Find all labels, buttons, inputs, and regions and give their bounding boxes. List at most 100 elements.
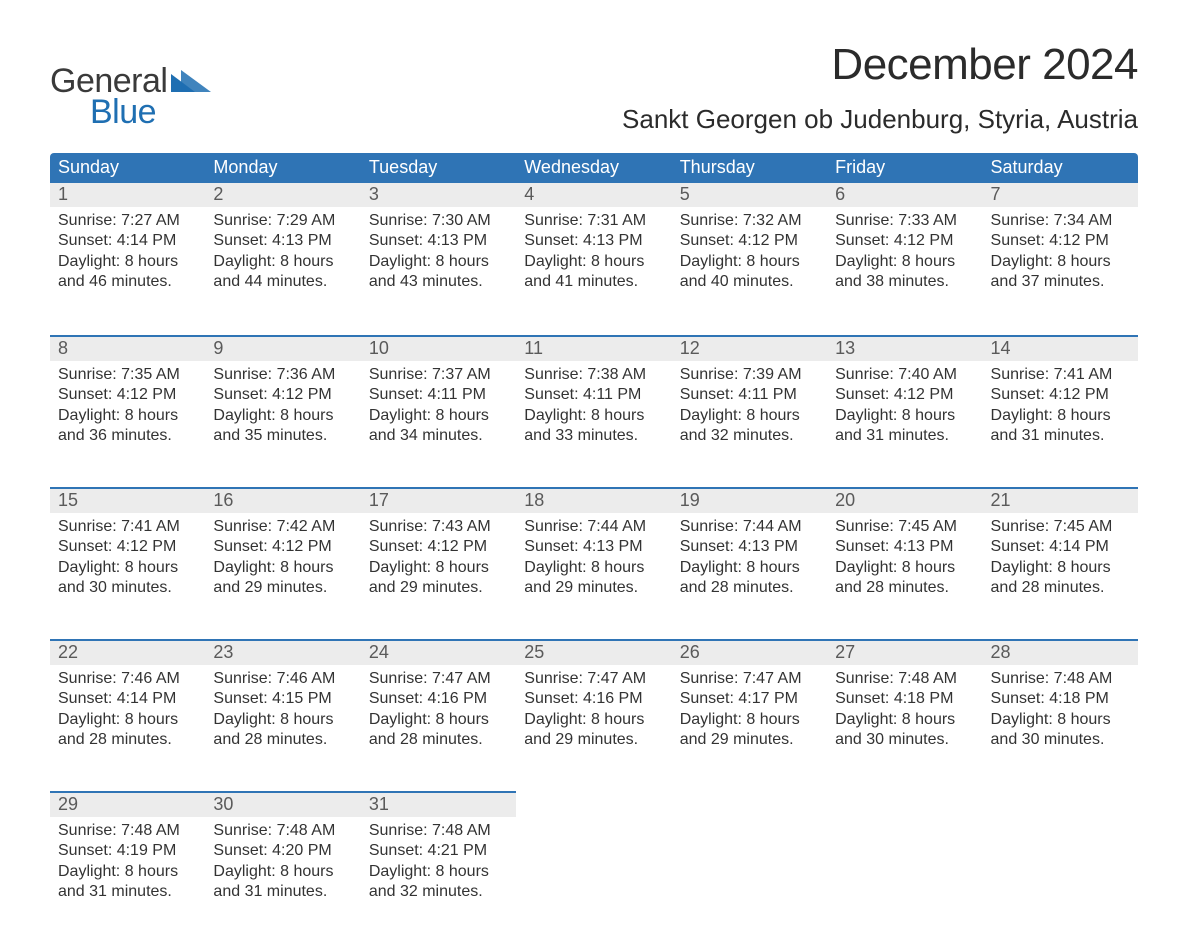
day-number: 9 — [205, 335, 360, 361]
day-number: 19 — [672, 487, 827, 513]
sunset-line: Sunset: 4:13 PM — [680, 537, 819, 557]
sunrise-line: Sunrise: 7:47 AM — [369, 669, 508, 689]
daylight-line-1: Daylight: 8 hours — [369, 558, 508, 578]
daylight-line-1: Daylight: 8 hours — [835, 710, 974, 730]
sunrise-line: Sunrise: 7:46 AM — [58, 669, 197, 689]
day-number: 1 — [50, 183, 205, 207]
daylight-line-1: Daylight: 8 hours — [369, 252, 508, 272]
sunrise-line: Sunrise: 7:48 AM — [213, 821, 352, 841]
sunset-line: Sunset: 4:12 PM — [680, 231, 819, 251]
sunset-line: Sunset: 4:17 PM — [680, 689, 819, 709]
sunrise-line: Sunrise: 7:30 AM — [369, 211, 508, 231]
calendar-day-cell: 28Sunrise: 7:48 AMSunset: 4:18 PMDayligh… — [983, 639, 1138, 791]
daylight-line-2: and 31 minutes. — [58, 882, 197, 902]
sunrise-line: Sunrise: 7:47 AM — [680, 669, 819, 689]
daylight-line-1: Daylight: 8 hours — [991, 710, 1130, 730]
day-details: Sunrise: 7:43 AMSunset: 4:12 PMDaylight:… — [361, 513, 516, 599]
daylight-line-2: and 31 minutes. — [835, 426, 974, 446]
calendar-day-cell — [672, 791, 827, 943]
sunrise-line: Sunrise: 7:41 AM — [58, 517, 197, 537]
day-details: Sunrise: 7:27 AMSunset: 4:14 PMDaylight:… — [50, 207, 205, 293]
day-details: Sunrise: 7:47 AMSunset: 4:16 PMDaylight:… — [516, 665, 671, 751]
day-details: Sunrise: 7:35 AMSunset: 4:12 PMDaylight:… — [50, 361, 205, 447]
brand-triangle-icon — [171, 70, 211, 97]
calendar-day-cell: 14Sunrise: 7:41 AMSunset: 4:12 PMDayligh… — [983, 335, 1138, 487]
daylight-line-1: Daylight: 8 hours — [835, 252, 974, 272]
day-number: 31 — [361, 791, 516, 817]
day-number: 17 — [361, 487, 516, 513]
calendar-day-cell: 31Sunrise: 7:48 AMSunset: 4:21 PMDayligh… — [361, 791, 516, 943]
weekday-header: Tuesday — [361, 153, 516, 183]
day-number: 11 — [516, 335, 671, 361]
sunset-line: Sunset: 4:12 PM — [58, 537, 197, 557]
daylight-line-1: Daylight: 8 hours — [58, 406, 197, 426]
calendar-day-cell: 19Sunrise: 7:44 AMSunset: 4:13 PMDayligh… — [672, 487, 827, 639]
day-number: 21 — [983, 487, 1138, 513]
daylight-line-2: and 29 minutes. — [524, 578, 663, 598]
daylight-line-1: Daylight: 8 hours — [835, 406, 974, 426]
daylight-line-2: and 43 minutes. — [369, 272, 508, 292]
sunset-line: Sunset: 4:14 PM — [991, 537, 1130, 557]
calendar-day-cell: 11Sunrise: 7:38 AMSunset: 4:11 PMDayligh… — [516, 335, 671, 487]
weekday-header: Sunday — [50, 153, 205, 183]
day-details: Sunrise: 7:47 AMSunset: 4:16 PMDaylight:… — [361, 665, 516, 751]
daylight-line-1: Daylight: 8 hours — [58, 558, 197, 578]
daylight-line-1: Daylight: 8 hours — [213, 862, 352, 882]
day-number: 30 — [205, 791, 360, 817]
day-details: Sunrise: 7:37 AMSunset: 4:11 PMDaylight:… — [361, 361, 516, 447]
day-details: Sunrise: 7:45 AMSunset: 4:13 PMDaylight:… — [827, 513, 982, 599]
sunrise-line: Sunrise: 7:36 AM — [213, 365, 352, 385]
day-details: Sunrise: 7:41 AMSunset: 4:12 PMDaylight:… — [50, 513, 205, 599]
calendar-week-row: 8Sunrise: 7:35 AMSunset: 4:12 PMDaylight… — [50, 335, 1138, 487]
sunrise-line: Sunrise: 7:27 AM — [58, 211, 197, 231]
daylight-line-2: and 46 minutes. — [58, 272, 197, 292]
daylight-line-1: Daylight: 8 hours — [524, 558, 663, 578]
day-number: 16 — [205, 487, 360, 513]
sunrise-line: Sunrise: 7:42 AM — [213, 517, 352, 537]
sunset-line: Sunset: 4:12 PM — [991, 231, 1130, 251]
calendar-day-cell: 25Sunrise: 7:47 AMSunset: 4:16 PMDayligh… — [516, 639, 671, 791]
day-number: 20 — [827, 487, 982, 513]
sunrise-line: Sunrise: 7:48 AM — [369, 821, 508, 841]
day-number: 12 — [672, 335, 827, 361]
day-details: Sunrise: 7:46 AMSunset: 4:15 PMDaylight:… — [205, 665, 360, 751]
sunset-line: Sunset: 4:11 PM — [680, 385, 819, 405]
daylight-line-1: Daylight: 8 hours — [524, 406, 663, 426]
day-details: Sunrise: 7:45 AMSunset: 4:14 PMDaylight:… — [983, 513, 1138, 599]
brand-part2: Blue — [90, 93, 156, 132]
day-number: 5 — [672, 183, 827, 207]
calendar-day-cell — [983, 791, 1138, 943]
calendar-day-cell: 4Sunrise: 7:31 AMSunset: 4:13 PMDaylight… — [516, 183, 671, 335]
daylight-line-2: and 29 minutes. — [680, 730, 819, 750]
daylight-line-2: and 34 minutes. — [369, 426, 508, 446]
calendar-day-cell: 17Sunrise: 7:43 AMSunset: 4:12 PMDayligh… — [361, 487, 516, 639]
weekday-header: Thursday — [672, 153, 827, 183]
calendar-week-row: 1Sunrise: 7:27 AMSunset: 4:14 PMDaylight… — [50, 183, 1138, 335]
sunset-line: Sunset: 4:12 PM — [213, 385, 352, 405]
sunset-line: Sunset: 4:13 PM — [213, 231, 352, 251]
location-subtitle: Sankt Georgen ob Judenburg, Styria, Aust… — [622, 104, 1138, 135]
sunrise-line: Sunrise: 7:44 AM — [524, 517, 663, 537]
weekday-header: Saturday — [983, 153, 1138, 183]
calendar-table: Sunday Monday Tuesday Wednesday Thursday… — [50, 153, 1138, 943]
sunrise-line: Sunrise: 7:40 AM — [835, 365, 974, 385]
daylight-line-2: and 35 minutes. — [213, 426, 352, 446]
sunrise-line: Sunrise: 7:48 AM — [835, 669, 974, 689]
month-title: December 2024 — [622, 40, 1138, 90]
daylight-line-1: Daylight: 8 hours — [680, 710, 819, 730]
sunset-line: Sunset: 4:21 PM — [369, 841, 508, 861]
daylight-line-1: Daylight: 8 hours — [369, 710, 508, 730]
calendar-day-cell: 6Sunrise: 7:33 AMSunset: 4:12 PMDaylight… — [827, 183, 982, 335]
daylight-line-2: and 29 minutes. — [213, 578, 352, 598]
day-details: Sunrise: 7:36 AMSunset: 4:12 PMDaylight:… — [205, 361, 360, 447]
sunset-line: Sunset: 4:18 PM — [835, 689, 974, 709]
day-details: Sunrise: 7:46 AMSunset: 4:14 PMDaylight:… — [50, 665, 205, 751]
daylight-line-1: Daylight: 8 hours — [213, 252, 352, 272]
calendar-day-cell: 23Sunrise: 7:46 AMSunset: 4:15 PMDayligh… — [205, 639, 360, 791]
day-number: 26 — [672, 639, 827, 665]
sunrise-line: Sunrise: 7:45 AM — [835, 517, 974, 537]
sunrise-line: Sunrise: 7:31 AM — [524, 211, 663, 231]
sunset-line: Sunset: 4:13 PM — [524, 537, 663, 557]
calendar-day-cell: 16Sunrise: 7:42 AMSunset: 4:12 PMDayligh… — [205, 487, 360, 639]
sunset-line: Sunset: 4:12 PM — [835, 231, 974, 251]
